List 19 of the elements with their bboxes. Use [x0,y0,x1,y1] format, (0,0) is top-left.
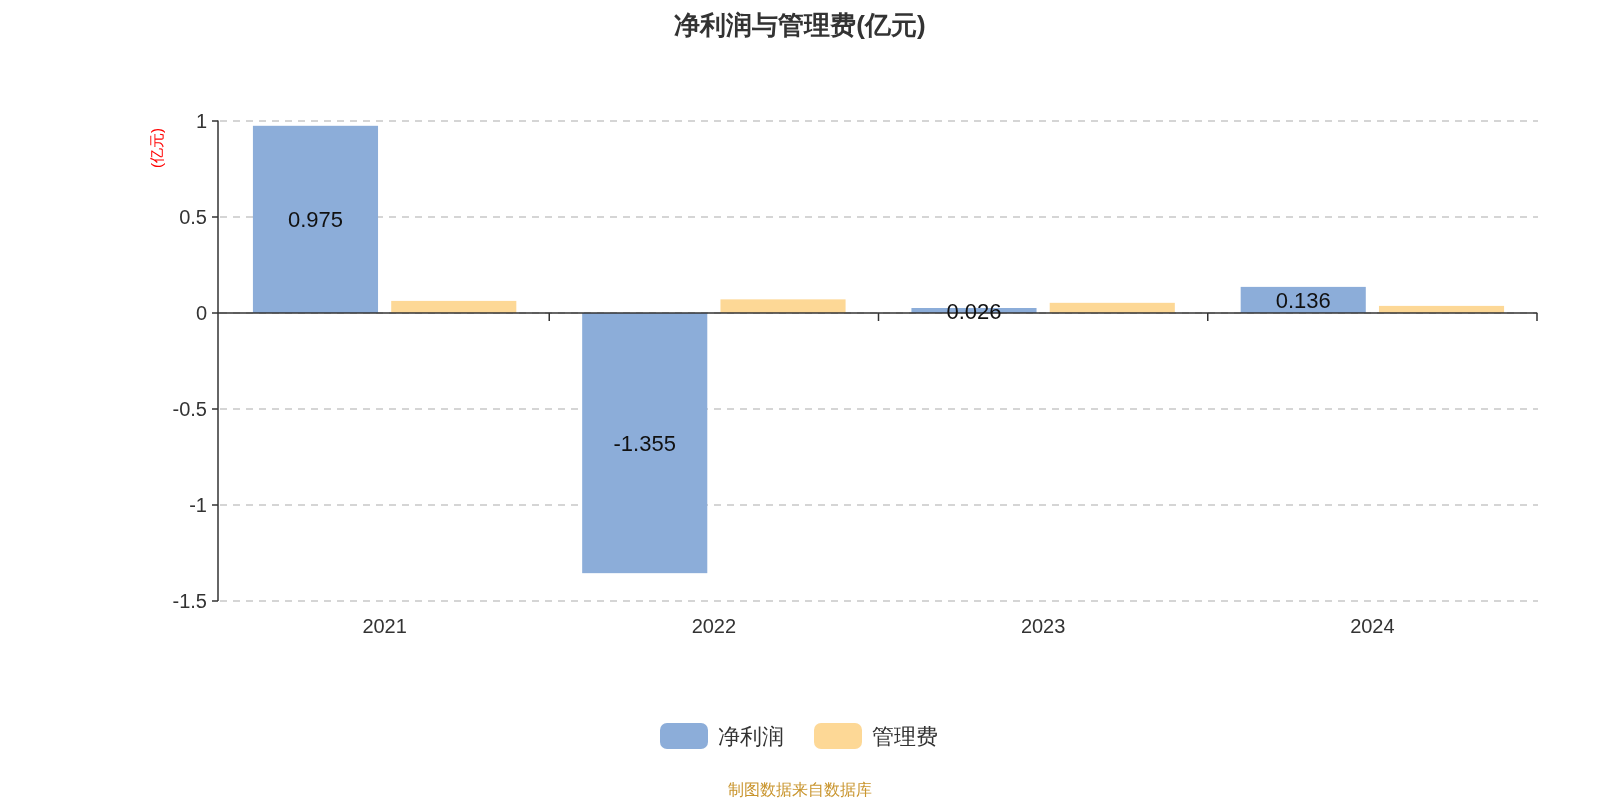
y-tick-label: 0.5 [179,206,207,228]
ylabel: (亿元) [148,128,165,168]
data-label: 0.136 [1275,287,1331,313]
x-tick-label: 2023 [1020,615,1066,637]
x-tick-label: 2021 [362,615,407,637]
y-tick-label: -1.5 [172,590,207,612]
annotation: 制图数据来自数据库 [728,781,872,798]
title: 净利润与管理费(亿元) [674,10,926,40]
data-label: 0.026 [946,298,1002,324]
legend-label: 净利润 [718,724,784,749]
y-tick-label: 0 [195,302,207,324]
x-tick-label: 2022 [691,615,737,637]
data-label: -1.355 [613,431,676,457]
data-label: 0.975 [287,207,343,233]
y-tick-label: -0.5 [172,398,207,420]
x-tick-label: 2024 [1350,615,1395,637]
y-tick-label: 1 [195,110,207,132]
legend-label: 管理费 [872,724,938,749]
y-tick-label: -1 [189,494,207,516]
